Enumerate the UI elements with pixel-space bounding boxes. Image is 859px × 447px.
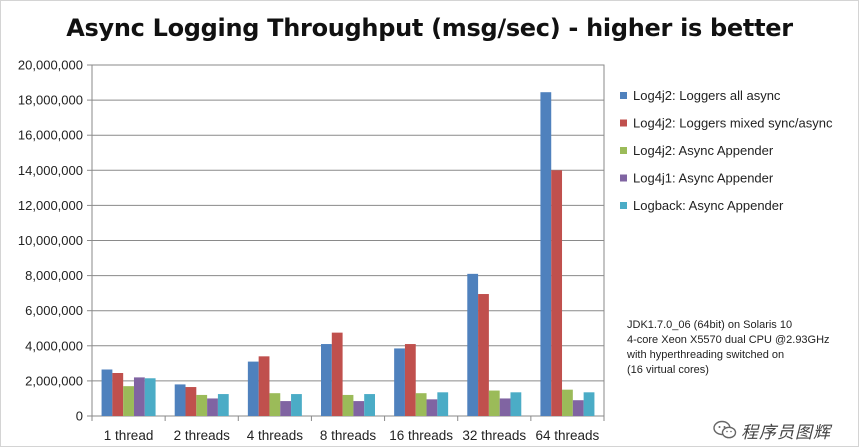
- y-tick-label: 6,000,000: [25, 303, 83, 318]
- bar: [269, 393, 281, 416]
- bar: [196, 394, 208, 416]
- y-tick-label: 10,000,000: [18, 233, 83, 248]
- y-tick-label: 8,000,000: [25, 268, 83, 283]
- bar: [478, 294, 489, 416]
- legend-label: Logback: Async Appender: [633, 198, 784, 213]
- y-tick-label: 2,000,000: [25, 373, 83, 388]
- legend-label: Log4j2: Async Appender: [633, 143, 774, 158]
- y-tick-label: 0: [76, 409, 83, 424]
- note-line: 4-core Xeon X5570 dual CPU @2.93GHz: [627, 334, 830, 346]
- y-tick-label: 18,000,000: [18, 93, 83, 108]
- bar: [394, 348, 405, 416]
- legend-label: Log4j2: Loggers mixed sync/async: [633, 116, 833, 131]
- bar: [488, 390, 500, 416]
- bar: [437, 392, 449, 416]
- y-tick-label: 16,000,000: [18, 128, 83, 143]
- bar: [185, 387, 197, 416]
- bar: [510, 392, 522, 416]
- bar: [291, 394, 302, 416]
- bars: [101, 92, 595, 416]
- note-line: JDK1.7.0_06 (64bit) on Solaris 10: [627, 319, 793, 331]
- chart-title: Async Logging Throughput (msg/sec) - hig…: [66, 14, 793, 42]
- bar: [133, 377, 145, 416]
- legend-swatch: [620, 174, 627, 182]
- x-tick-label: 2 threads: [174, 428, 231, 443]
- benchmark-note: JDK1.7.0_06 (64bit) on Solaris 10 4-core…: [627, 318, 857, 378]
- legend-label: Log4j1: Async Appender: [633, 171, 774, 186]
- legend-swatch: [620, 119, 627, 127]
- bar: [551, 170, 563, 416]
- bar: [331, 332, 343, 416]
- x-tick-label: 1 thread: [104, 428, 154, 443]
- bar: [583, 392, 595, 416]
- note-line: with hyperthreading switched on: [627, 349, 785, 361]
- gridlines: [91, 64, 605, 417]
- bar: [364, 394, 375, 416]
- bar: [540, 92, 552, 416]
- bar: [572, 400, 584, 416]
- bar: [467, 273, 479, 416]
- legend-swatch: [620, 202, 627, 209]
- bar: [144, 378, 156, 416]
- bar: [353, 401, 365, 416]
- bar: [123, 386, 134, 416]
- wechat-icon: [713, 420, 737, 439]
- bar: [217, 394, 229, 416]
- bar: [174, 384, 186, 416]
- bar: [247, 361, 259, 416]
- bar: [415, 393, 427, 416]
- bar: [207, 398, 218, 416]
- y-tick-label: 14,000,000: [18, 163, 83, 178]
- legend: Log4j2: Loggers all async Log4j2: Loggers…: [620, 88, 833, 213]
- x-tick-label: 64 threads: [536, 428, 600, 443]
- y-tick-label: 12,000,000: [18, 198, 83, 213]
- legend-swatch: [620, 92, 627, 99]
- watermark: 程序员图辉: [713, 418, 853, 442]
- bar: [426, 399, 438, 416]
- axes: 0 2,000,000 4,000,000 6,000,000 8,000,000 10,…: [18, 58, 605, 443]
- bar: [404, 344, 416, 416]
- bar: [112, 373, 124, 416]
- x-tick-label: 32 threads: [462, 428, 526, 443]
- x-tick-label: 8 threads: [320, 428, 377, 443]
- bar: [499, 398, 511, 416]
- bar: [280, 401, 292, 416]
- bar: [101, 369, 113, 416]
- y-tick-label: 4,000,000: [25, 338, 83, 353]
- x-tick-label: 4 threads: [247, 428, 304, 443]
- legend-label: Log4j2: Loggers all async: [633, 88, 781, 103]
- bar: [562, 389, 573, 416]
- bar: [258, 356, 270, 416]
- x-tick-label: 16 threads: [389, 428, 453, 443]
- legend-swatch: [620, 147, 627, 154]
- bar: [321, 344, 332, 416]
- note-line: (16 virtual cores): [627, 364, 709, 376]
- watermark-text: 程序员图辉: [741, 422, 831, 442]
- y-tick-label: 20,000,000: [18, 58, 83, 73]
- bar: [342, 394, 354, 416]
